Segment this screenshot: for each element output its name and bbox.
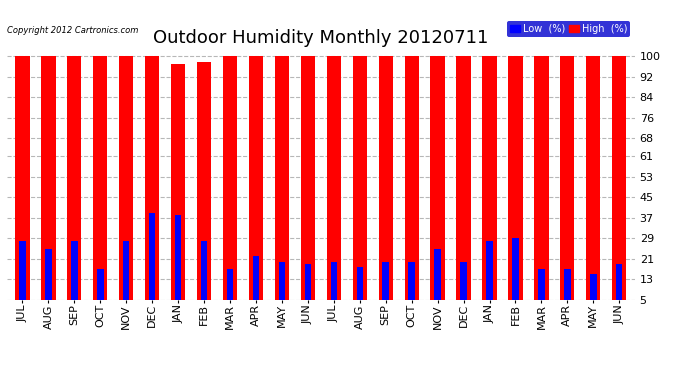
Bar	[435, 249, 441, 313]
Bar	[171, 64, 186, 313]
Bar	[382, 261, 389, 313]
Bar	[379, 57, 393, 313]
Bar	[149, 213, 155, 313]
Bar	[19, 241, 26, 313]
Bar	[45, 249, 52, 313]
Bar	[408, 261, 415, 313]
Bar	[15, 57, 30, 313]
Bar	[460, 261, 467, 313]
Bar	[197, 62, 211, 313]
Bar	[123, 241, 130, 313]
Bar	[564, 269, 571, 313]
Bar	[97, 269, 104, 313]
Bar	[93, 57, 108, 313]
Legend: Low  (%), High  (%): Low (%), High (%)	[507, 21, 630, 37]
Bar	[249, 57, 263, 313]
Bar	[71, 241, 77, 313]
Bar	[275, 57, 289, 313]
Bar	[223, 57, 237, 313]
Bar	[486, 241, 493, 313]
Bar	[326, 57, 341, 313]
Bar	[612, 57, 627, 313]
Bar	[119, 57, 133, 313]
Bar	[353, 57, 367, 313]
Text: Copyright 2012 Cartronics.com: Copyright 2012 Cartronics.com	[7, 26, 138, 35]
Bar	[538, 269, 544, 313]
Bar	[616, 264, 622, 313]
Bar	[404, 57, 419, 313]
Bar	[590, 274, 597, 313]
Bar	[534, 57, 549, 313]
Title: Outdoor Humidity Monthly 20120711: Outdoor Humidity Monthly 20120711	[153, 29, 489, 47]
Bar	[175, 215, 181, 313]
Bar	[253, 256, 259, 313]
Bar	[456, 57, 471, 313]
Bar	[279, 261, 285, 313]
Bar	[431, 57, 445, 313]
Bar	[41, 57, 56, 313]
Bar	[560, 57, 575, 313]
Bar	[482, 57, 497, 313]
Bar	[201, 241, 207, 313]
Bar	[145, 57, 159, 313]
Bar	[304, 264, 311, 313]
Bar	[586, 57, 600, 313]
Bar	[67, 57, 81, 313]
Bar	[512, 238, 519, 313]
Bar	[357, 267, 363, 313]
Bar	[227, 269, 233, 313]
Bar	[331, 261, 337, 313]
Bar	[301, 57, 315, 313]
Bar	[509, 57, 522, 313]
